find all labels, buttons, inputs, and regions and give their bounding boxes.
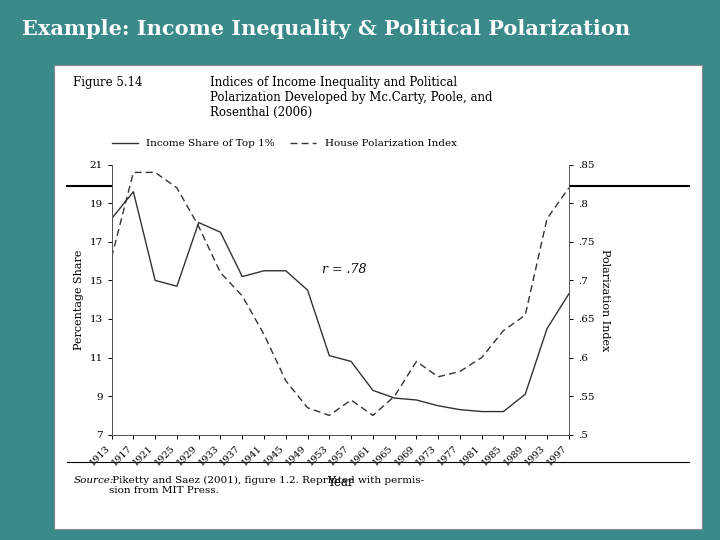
Legend: Income Share of Top 1%, House Polarization Index: Income Share of Top 1%, House Polarizati… (108, 135, 461, 152)
Text: Piketty and Saez (2001), figure 1.2. Reprinted with permis-
sion from MIT Press.: Piketty and Saez (2001), figure 1.2. Rep… (109, 476, 424, 495)
Text: r = .78: r = .78 (322, 262, 366, 276)
X-axis label: Year: Year (327, 476, 354, 489)
Y-axis label: Polarization Index: Polarization Index (600, 248, 610, 351)
Y-axis label: Percentage Share: Percentage Share (73, 249, 84, 350)
Text: Example: Income Inequality & Political Polarization: Example: Income Inequality & Political P… (22, 19, 630, 39)
Text: Figure 5.14: Figure 5.14 (73, 76, 143, 90)
Text: Source:: Source: (73, 476, 114, 485)
Text: Indices of Income Inequality and Political
Polarization Developed by Mc.Carty, P: Indices of Income Inequality and Politic… (210, 76, 492, 119)
